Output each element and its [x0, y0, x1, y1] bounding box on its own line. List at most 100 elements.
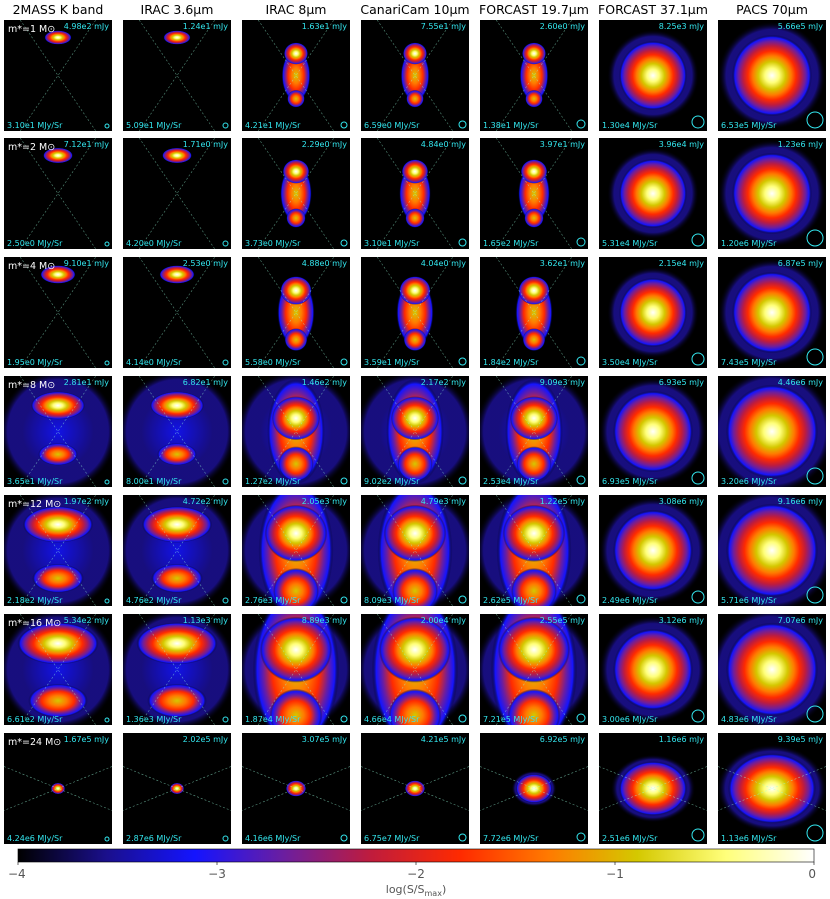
- base-value-label: 8.09e3 MJy/Sr: [364, 596, 420, 605]
- beam-size-icon: [104, 836, 110, 842]
- base-value-label: 5.58e0 MJy/Sr: [245, 358, 301, 367]
- model-panel: 6.92e5 mJy 7.72e6 MJy/Sr: [480, 733, 588, 844]
- base-value-label: 3.10e1 MJy/Sr: [7, 121, 63, 130]
- beam-size-icon: [340, 596, 348, 604]
- peak-flux-label: 6.93e5 mJy: [659, 378, 705, 387]
- model-panel: 1.71e0 mJy 4.20e0 MJy/Sr: [123, 138, 231, 249]
- beam-size-icon: [340, 121, 348, 129]
- base-value-label: 6.75e7 MJy/Sr: [364, 834, 420, 843]
- model-panel: 2.05e3 mJy 2.76e3 MJy/Sr: [242, 495, 350, 606]
- base-value-label: 5.09e1 MJy/Sr: [126, 121, 182, 130]
- beam-size-icon: [340, 239, 348, 247]
- base-value-label: 2.51e6 MJy/Sr: [602, 834, 658, 843]
- beam-size-icon: [691, 828, 705, 842]
- peak-flux-label: 2.29e0 mJy: [302, 140, 348, 149]
- model-panel: 5.34e2 mJy 6.61e2 MJy/Sr m*=16 M⊙: [4, 614, 112, 725]
- peak-flux-label: 3.08e6 mJy: [659, 497, 705, 506]
- beam-size-icon: [691, 709, 705, 723]
- model-panel: 1.63e1 mJy 4.21e1 MJy/Sr: [242, 20, 350, 131]
- beam-size-icon: [691, 352, 705, 366]
- base-value-label: 3.50e4 MJy/Sr: [602, 358, 658, 367]
- model-panel: 4.98e2 mJy 3.10e1 MJy/Sr m*=1 M⊙: [4, 20, 112, 131]
- column-header: 2MASS K band: [13, 2, 104, 17]
- base-value-label: 1.95e0 MJy/Sr: [7, 358, 63, 367]
- beam-size-icon: [576, 713, 586, 723]
- column-header: IRAC 8μm: [266, 2, 327, 17]
- colorbar-tick-label: −2: [407, 867, 425, 881]
- base-value-label: 4.66e4 MJy/Sr: [364, 715, 420, 724]
- base-value-label: 5.31e4 MJy/Sr: [602, 239, 658, 248]
- peak-flux-label: 1.23e6 mJy: [778, 140, 824, 149]
- beam-size-icon: [806, 586, 824, 604]
- peak-flux-label: 4.04e0 mJy: [421, 259, 467, 268]
- model-panel: 3.12e6 mJy 3.00e6 MJy/Sr: [599, 614, 707, 725]
- peak-flux-label: 1.46e2 mJy: [302, 378, 348, 387]
- row-label: m*=8 M⊙: [8, 380, 55, 391]
- beam-size-icon: [806, 229, 824, 247]
- base-value-label: 4.14e0 MJy/Sr: [126, 358, 182, 367]
- model-panel: 1.16e6 mJy 2.51e6 MJy/Sr: [599, 733, 707, 844]
- beam-size-icon: [458, 238, 467, 247]
- peak-flux-label: 4.72e2 mJy: [183, 497, 229, 506]
- peak-flux-label: 6.92e5 mJy: [540, 735, 586, 744]
- beam-size-icon: [104, 360, 110, 366]
- colorbar-tick-label: −4: [8, 867, 26, 881]
- peak-flux-label: 1.63e1 mJy: [302, 22, 348, 31]
- model-panel: 1.22e5 mJy 2.62e5 MJy/Sr: [480, 495, 588, 606]
- peak-flux-label: 3.12e6 mJy: [659, 616, 705, 625]
- column-headers: 2MASS K band IRAC 3.6μm IRAC 8μm CanariCam …: [13, 2, 808, 17]
- beam-size-icon: [222, 835, 229, 842]
- row-label: m*=4 M⊙: [8, 261, 55, 272]
- model-panel: 9.16e6 mJy 5.71e6 MJy/Sr: [718, 495, 826, 606]
- model-panel: 1.24e1 mJy 5.09e1 MJy/Sr: [123, 20, 231, 131]
- base-value-label: 4.20e0 MJy/Sr: [126, 239, 182, 248]
- peak-flux-label: 3.97e1 mJy: [540, 140, 586, 149]
- base-value-label: 2.62e5 MJy/Sr: [483, 596, 539, 605]
- peak-flux-label: 2.00e4 mJy: [421, 616, 467, 625]
- model-panel: 3.96e4 mJy 5.31e4 MJy/Sr: [599, 138, 707, 249]
- peak-flux-label: 4.79e3 mJy: [421, 497, 467, 506]
- peak-flux-label: 2.02e5 mJy: [183, 735, 229, 744]
- base-value-label: 1.36e3 MJy/Sr: [126, 715, 182, 724]
- base-value-label: 1.65e2 MJy/Sr: [483, 239, 539, 248]
- beam-size-icon: [806, 705, 824, 723]
- model-panel: 2.17e2 mJy 9.02e2 MJy/Sr: [361, 376, 469, 487]
- model-panel: 2.81e1 mJy 3.65e1 MJy/Sr m*=8 M⊙: [4, 376, 112, 487]
- model-panel: 3.62e1 mJy 1.84e2 MJy/Sr: [480, 257, 588, 368]
- model-panel: 1.13e3 mJy 1.36e3 MJy/Sr: [123, 614, 231, 725]
- model-panel: 3.07e5 mJy 4.16e6 MJy/Sr: [242, 733, 350, 844]
- colorbar: −4 −3 −2 −1 0 log(S/Smax): [8, 848, 816, 898]
- model-panel: 4.84e0 mJy 3.10e1 MJy/Sr: [361, 138, 469, 249]
- peak-flux-label: 5.66e5 mJy: [778, 22, 824, 31]
- beam-size-icon: [576, 119, 586, 129]
- base-value-label: 3.10e1 MJy/Sr: [364, 239, 420, 248]
- peak-flux-label: 9.39e5 mJy: [778, 735, 824, 744]
- base-value-label: 7.43e5 MJy/Sr: [721, 358, 777, 367]
- base-value-label: 1.84e2 MJy/Sr: [483, 358, 539, 367]
- model-panel: 5.66e5 mJy 6.53e5 MJy/Sr: [718, 20, 826, 131]
- peak-flux-label: 9.09e3 mJy: [540, 378, 586, 387]
- peak-flux-label: 7.55e1 mJy: [421, 22, 467, 31]
- beam-size-icon: [222, 240, 229, 247]
- base-value-label: 4.24e6 MJy/Sr: [7, 834, 63, 843]
- base-value-label: 2.76e3 MJy/Sr: [245, 596, 301, 605]
- base-value-label: 9.02e2 MJy/Sr: [364, 477, 420, 486]
- colorbar-axis-label: log(S/Smax): [386, 883, 446, 898]
- peak-flux-label: 6.82e1 mJy: [183, 378, 229, 387]
- peak-flux-label: 1.24e1 mJy: [183, 22, 229, 31]
- peak-flux-label: 8.89e3 mJy: [302, 616, 348, 625]
- base-value-label: 3.65e1 MJy/Sr: [7, 477, 63, 486]
- beam-size-icon: [340, 477, 348, 485]
- base-value-label: 5.71e6 MJy/Sr: [721, 596, 777, 605]
- model-panel: 1.97e2 mJy 2.18e2 MJy/Sr m*=12 M⊙: [4, 495, 112, 606]
- beam-size-icon: [340, 834, 348, 842]
- peak-flux-label: 1.22e5 mJy: [540, 497, 586, 506]
- peak-flux-label: 5.34e2 mJy: [64, 616, 110, 625]
- peak-flux-label: 4.98e2 mJy: [64, 22, 110, 31]
- base-value-label: 4.16e6 MJy/Sr: [245, 834, 301, 843]
- base-value-label: 2.50e0 MJy/Sr: [7, 239, 63, 248]
- model-panel: 4.04e0 mJy 3.59e1 MJy/Sr: [361, 257, 469, 368]
- model-panel: 7.07e6 mJy 4.83e6 MJy/Sr: [718, 614, 826, 725]
- base-value-label: 6.59e0 MJy/Sr: [364, 121, 420, 130]
